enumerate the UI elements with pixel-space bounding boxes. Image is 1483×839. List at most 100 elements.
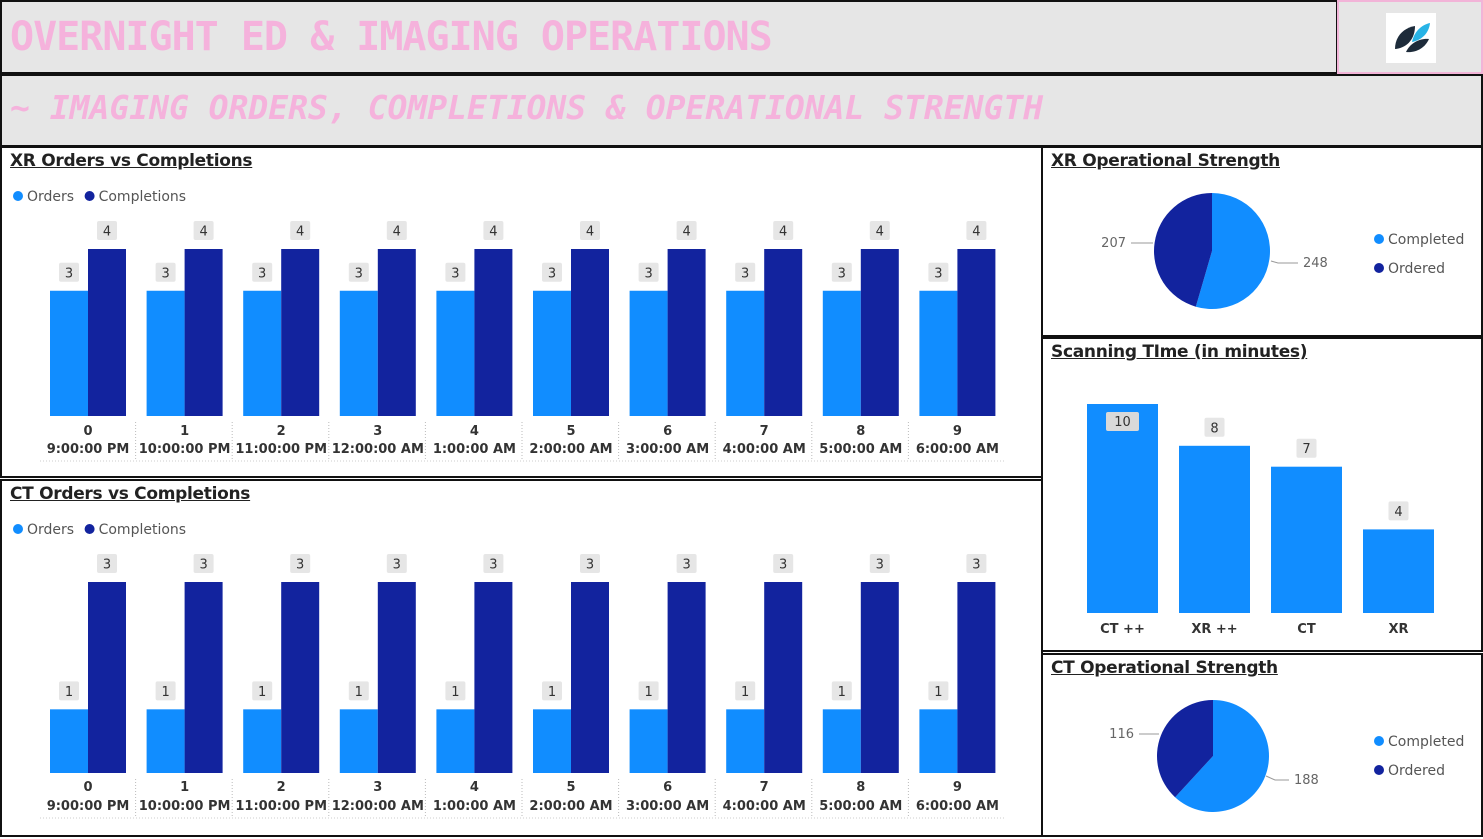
xr-data-label-0-4: 3 (451, 266, 459, 281)
dashboard-title: OVERNIGHT ED & IMAGING OPERATIONS (10, 14, 773, 60)
xr-bar-completions-3 (377, 249, 416, 416)
ct-data-label-1-4-bg (483, 554, 504, 573)
ct-data-label-1-3: 3 (393, 558, 401, 573)
ct-category-label-5: 5 (566, 780, 575, 795)
xr-data-label-1-6: 4 (682, 225, 690, 240)
xr-bar-completions-4 (474, 249, 513, 416)
ct-orders-title: CT Orders vs Completions (10, 484, 251, 504)
xr-legend-marker-0 (13, 191, 23, 201)
xr-time-label-8: 5:00:00 AM (819, 442, 902, 457)
header-bar: OVERNIGHT ED & IMAGING OPERATIONS (0, 0, 1338, 74)
xr-time-label-3: 12:00:00 AM (332, 442, 424, 457)
xr-data-label-1-2-bg (290, 221, 311, 240)
ct-bar-completions-9 (957, 582, 996, 773)
ct-strength-panel: CT Operational Strength 188 116 Completed O… (1041, 653, 1483, 837)
scan-data-label-1-bg (1204, 417, 1225, 437)
scan-category-label-2: CT (1297, 622, 1316, 637)
xr-category-label-6: 6 (663, 424, 672, 439)
xr-data-label-1-8: 4 (876, 225, 884, 240)
xr-bar-orders-6 (629, 290, 668, 416)
xr-legend-label-1: Completions (99, 189, 186, 205)
ct-data-label-0-5-bg (542, 681, 562, 701)
ct-pie-callout-line-0 (1265, 775, 1289, 781)
logo-container (1337, 0, 1483, 74)
xr-data-label-0-0-bg (59, 262, 79, 282)
xr-pie-value-label-0: 248 (1303, 256, 1328, 271)
ct-time-label-9: 6:00:00 AM (916, 799, 999, 814)
ct-time-label-2: 11:00:00 PM (235, 799, 327, 814)
xr-category-label-8: 8 (856, 424, 865, 439)
xr-strength-panel: XR Operational Strength 248 207 Completed O… (1041, 146, 1483, 337)
xr-data-label-0-5-bg (542, 262, 562, 282)
ct-pie-legend-label-0: Completed (1388, 734, 1464, 750)
ct-data-label-1-9: 3 (972, 558, 980, 573)
xr-strength-title: XR Operational Strength (1051, 151, 1280, 171)
ct-data-label-1-4: 3 (489, 558, 497, 573)
ct-pie-legend-label-1: Ordered (1388, 763, 1445, 779)
ct-bar-orders-1 (146, 709, 185, 773)
ct-category-label-0: 0 (83, 780, 92, 795)
ct-legend-marker-1 (84, 524, 95, 534)
xr-pie-callout-line-0 (1270, 260, 1298, 264)
xr-data-label-1-6-bg (676, 221, 697, 240)
scanning-time-panel: Scanning TIme (in minutes) 10 CT ++ 8 XR ++… (1041, 337, 1483, 652)
scan-data-label-3: 4 (1394, 505, 1402, 520)
ct-bar-completions-3 (377, 582, 416, 773)
scan-bar-3 (1363, 529, 1434, 613)
ct-bar-completions-4 (474, 582, 513, 773)
ct-time-label-7: 4:00:00 AM (723, 799, 806, 814)
xr-time-label-6: 3:00:00 AM (626, 442, 709, 457)
ct-strength-chart: 188 116 Completed Ordered (1109, 700, 1464, 812)
xr-data-label-1-0: 4 (103, 225, 111, 240)
ct-data-label-0-3: 1 (355, 685, 363, 700)
dashboard-subtitle: ~ IMAGING ORDERS, COMPLETIONS & OPERATIO… (10, 88, 1044, 127)
xr-data-label-1-5-bg (580, 221, 600, 240)
ct-data-label-0-5: 1 (548, 685, 556, 700)
xr-time-label-2: 11:00:00 PM (235, 442, 327, 457)
scan-data-label-3-bg (1388, 501, 1409, 521)
ct-bar-completions-1 (184, 582, 223, 773)
ct-data-label-0-2-bg (252, 681, 273, 701)
ct-bar-orders-4 (436, 709, 475, 773)
xr-category-label-9: 9 (953, 424, 962, 439)
ct-data-label-1-5-bg (580, 554, 600, 573)
xr-pie-legend-label-0: Completed (1388, 232, 1464, 248)
ct-category-label-8: 8 (856, 780, 865, 795)
scan-data-label-0: 10 (1114, 415, 1131, 430)
scan-data-label-0-bg (1106, 412, 1139, 431)
xr-time-label-9: 6:00:00 AM (916, 442, 999, 457)
ct-legend-label-0: Orders (27, 522, 74, 538)
xr-data-label-0-5: 3 (548, 266, 556, 281)
ct-data-label-1-1-bg (193, 554, 214, 573)
xr-bar-orders-8 (822, 290, 861, 416)
xr-data-label-0-0: 3 (65, 266, 73, 281)
ct-time-label-5: 2:00:00 AM (529, 799, 612, 814)
ct-data-label-1-2: 3 (296, 558, 304, 573)
ct-time-label-4: 1:00:00 AM (433, 799, 516, 814)
xr-category-label-0: 0 (83, 424, 92, 439)
scan-data-label-1: 8 (1210, 421, 1218, 436)
xr-data-label-1-3: 4 (393, 225, 401, 240)
xr-bar-orders-7 (726, 290, 765, 416)
scan-bar-2 (1271, 466, 1342, 613)
ct-data-label-0-7-bg (735, 681, 756, 701)
xr-bar-completions-2 (281, 249, 320, 416)
xr-pie-slice-completed (1195, 193, 1270, 309)
ct-bar-completions-6 (667, 582, 706, 773)
ct-pie-value-label-1: 116 (1109, 727, 1134, 742)
ct-time-label-1: 10:00:00 PM (139, 799, 231, 814)
ct-data-label-0-1: 1 (161, 685, 169, 700)
xr-pie-slice-ordered (1154, 193, 1212, 307)
ct-data-label-0-2: 1 (258, 685, 266, 700)
xr-bar-completions-1 (184, 249, 223, 416)
scan-data-label-2: 7 (1302, 442, 1310, 457)
ct-legend-marker-0 (13, 524, 23, 534)
ct-category-label-2: 2 (277, 780, 286, 795)
ct-data-label-1-5: 3 (586, 558, 594, 573)
xr-pie-legend-marker-0 (1374, 234, 1384, 244)
xr-pie-legend-marker-1 (1374, 263, 1384, 273)
xr-bar-orders-1 (146, 290, 185, 416)
leaf-logo-icon (1386, 13, 1436, 63)
xr-data-label-0-4-bg (445, 262, 466, 282)
xr-data-label-1-3-bg (386, 221, 407, 240)
